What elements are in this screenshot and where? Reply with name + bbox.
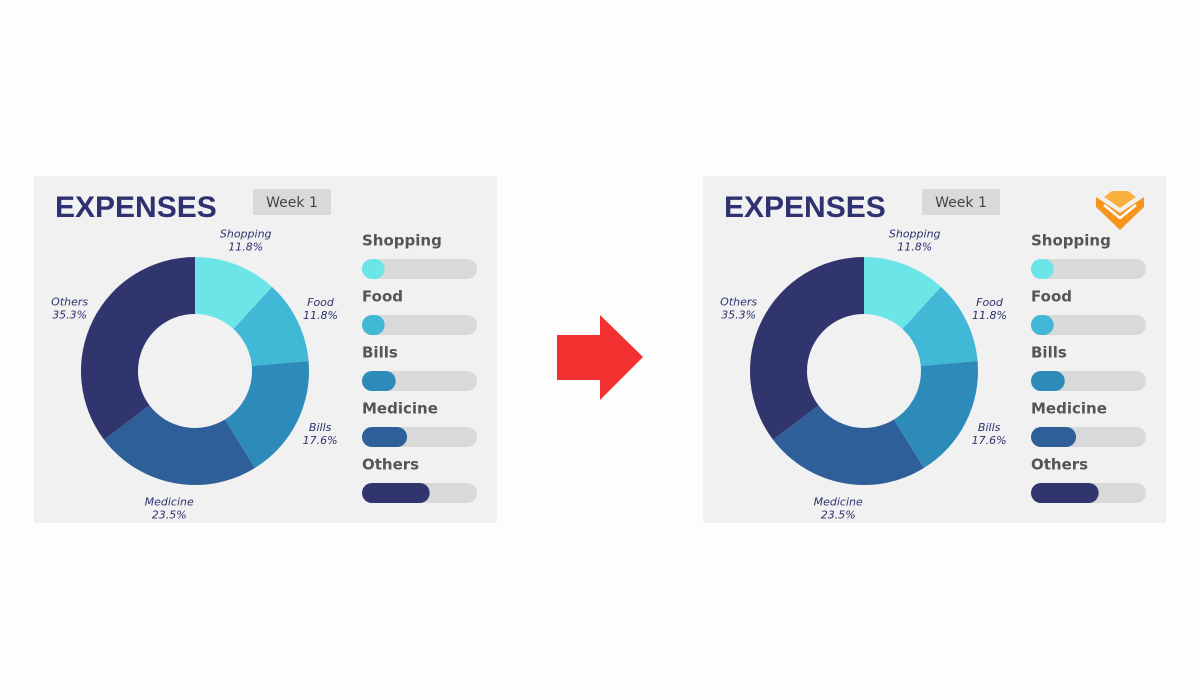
bar: [1031, 259, 1054, 279]
donut-slice: [864, 257, 941, 329]
donut-slice: [195, 257, 272, 329]
slice-value-label: 11.8%: [228, 241, 263, 254]
bar-label: Bills: [362, 344, 398, 362]
slice-label: Food: [976, 296, 1004, 309]
slice-label: Bills: [978, 421, 1001, 434]
slice-label: Food: [307, 296, 335, 309]
logo-stroke: [1103, 204, 1137, 220]
slice-label: Others: [51, 296, 88, 309]
badge-background: [922, 189, 1000, 215]
bar: [1031, 483, 1099, 503]
bar-label: Shopping: [362, 232, 442, 250]
slice-label: Medicine: [814, 496, 863, 509]
slice-value-label: 11.8%: [897, 241, 932, 254]
slice-value-label: 23.5%: [152, 509, 187, 522]
slice-label: Shopping: [220, 228, 272, 241]
bar-track: [362, 259, 477, 279]
slice-label: Shopping: [889, 228, 941, 241]
donut-slice: [902, 286, 978, 366]
donut-slice: [750, 257, 864, 440]
bar-label: Medicine: [1031, 400, 1107, 418]
bar: [362, 371, 396, 391]
badge: Week 1: [935, 195, 987, 211]
bar-label: Others: [1031, 456, 1088, 474]
arrow: [557, 315, 643, 400]
bar-label: Others: [362, 456, 419, 474]
slice-value-label: 17.6%: [303, 434, 338, 447]
slice-label: Others: [720, 296, 757, 309]
slice-label: Medicine: [145, 496, 194, 509]
slice-value-label: 23.5%: [821, 509, 856, 522]
badge-background: [253, 189, 331, 215]
donut-slice: [773, 405, 924, 485]
slice-value-label: 35.3%: [52, 309, 87, 322]
logo-shape: [1096, 197, 1144, 230]
logo: [1096, 191, 1144, 230]
bar: [362, 427, 408, 447]
slice-value-label: 11.8%: [303, 309, 338, 322]
title: EXPENSES: [724, 191, 886, 224]
logo-shape: [1104, 191, 1136, 208]
bar: [362, 483, 430, 503]
bar-label: Medicine: [362, 400, 438, 418]
bar: [1031, 315, 1054, 335]
donut-slice: [893, 360, 978, 469]
bar-label: Food: [362, 288, 403, 306]
bar-label: Food: [1031, 288, 1072, 306]
bar: [362, 259, 385, 279]
bar-label: Bills: [1031, 344, 1067, 362]
bar-label: Shopping: [1031, 232, 1111, 250]
donut-slice: [224, 360, 309, 469]
slice-value-label: 11.8%: [972, 309, 1007, 322]
slice-label: Bills: [309, 421, 332, 434]
donut-slice: [104, 405, 255, 485]
slice-value-label: 17.6%: [972, 434, 1007, 447]
bar: [1031, 427, 1077, 447]
bar-track: [1031, 315, 1146, 335]
donut-slice: [80, 257, 195, 440]
bar: [362, 315, 385, 335]
title: EXPENSES: [55, 191, 217, 224]
donut-slice: [233, 286, 309, 366]
bar: [1031, 371, 1065, 391]
bar-track: [362, 315, 477, 335]
badge: Week 1: [266, 195, 318, 211]
slice-value-label: 35.3%: [721, 309, 756, 322]
bar-track: [1031, 259, 1146, 279]
